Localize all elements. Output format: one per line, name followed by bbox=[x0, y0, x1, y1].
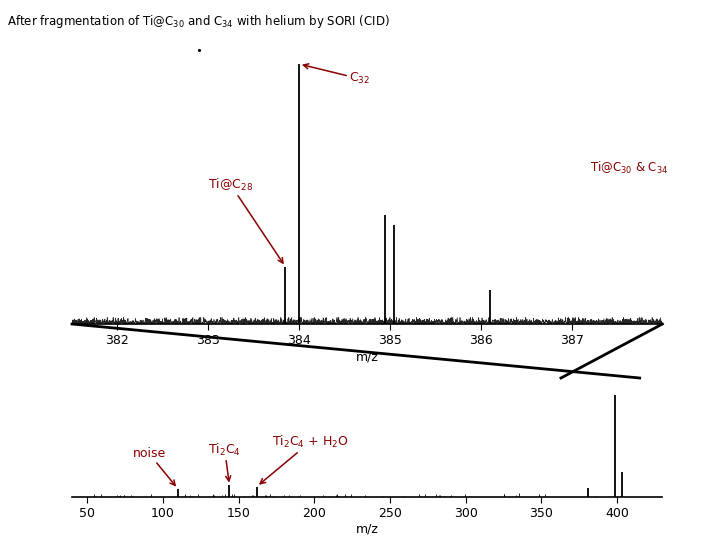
Text: C$_{32}$: C$_{32}$ bbox=[303, 64, 370, 86]
X-axis label: m/z: m/z bbox=[356, 350, 379, 363]
Text: Ti$_2$C$_4$ + H$_2$O: Ti$_2$C$_4$ + H$_2$O bbox=[260, 434, 348, 484]
Text: Ti@C$_{30}$ & C$_{34}$: Ti@C$_{30}$ & C$_{34}$ bbox=[590, 160, 668, 176]
Text: Ti@C$_{28}$: Ti@C$_{28}$ bbox=[208, 177, 283, 263]
Text: After fragmentation of Ti@C$_{30}$ and C$_{34}$ with helium by SORI (CID): After fragmentation of Ti@C$_{30}$ and C… bbox=[7, 14, 390, 30]
Text: Ti$_2$C$_4$: Ti$_2$C$_4$ bbox=[208, 442, 241, 481]
Text: noise: noise bbox=[132, 447, 175, 485]
X-axis label: m/z: m/z bbox=[356, 523, 379, 536]
